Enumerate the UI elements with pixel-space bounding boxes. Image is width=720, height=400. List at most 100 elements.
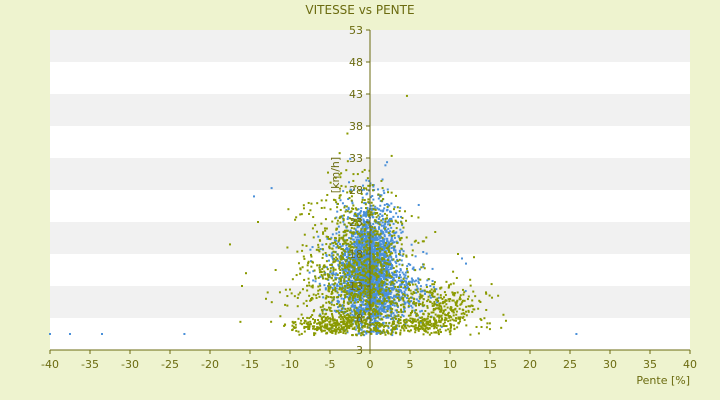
scatter-point: [377, 277, 380, 280]
scatter-point: [413, 280, 416, 283]
scatter-point: [315, 328, 318, 331]
scatter-point: [390, 262, 393, 265]
scatter-point: [387, 326, 390, 329]
scatter-point: [388, 273, 391, 276]
scatter-point: [392, 288, 395, 291]
scatter-point: [351, 273, 354, 276]
scatter-point: [366, 227, 369, 230]
scatter-point: [414, 255, 417, 258]
scatter-point: [357, 308, 360, 311]
scatter-point: [337, 300, 340, 303]
scatter-point: [356, 255, 359, 258]
scatter-point: [361, 235, 364, 238]
scatter-point: [311, 325, 314, 328]
scatter-point: [346, 210, 349, 213]
scatter-point: [274, 268, 277, 271]
scatter-point: [385, 270, 388, 273]
scatter-point: [410, 277, 413, 280]
scatter-point: [356, 250, 359, 253]
scatter-point: [331, 255, 334, 258]
scatter-point: [431, 292, 434, 295]
scatter-point: [310, 202, 313, 205]
scatter-point: [360, 276, 363, 279]
scatter-point: [350, 219, 353, 222]
scatter-point: [343, 282, 346, 285]
scatter-point: [351, 285, 354, 288]
scatter-point: [435, 303, 438, 306]
scatter-point: [396, 320, 399, 323]
scatter-point: [346, 262, 349, 265]
scatter-point: [339, 280, 342, 283]
scatter-point: [370, 316, 373, 319]
scatter-point: [400, 285, 403, 288]
scatter-point: [353, 308, 356, 311]
scatter-point: [381, 324, 384, 327]
scatter-point: [389, 287, 392, 290]
scatter-point: [354, 279, 357, 282]
scatter-point: [358, 299, 361, 302]
scatter-point: [374, 290, 377, 293]
scatter-point: [396, 241, 399, 244]
scatter-point: [389, 292, 392, 295]
scatter-point: [336, 206, 339, 209]
scatter-point: [415, 312, 418, 315]
scatter-point: [449, 297, 452, 300]
scatter-point: [392, 276, 395, 279]
scatter-point: [490, 283, 493, 286]
scatter-point: [459, 294, 462, 297]
scatter-point: [379, 325, 382, 328]
scatter-point: [383, 294, 386, 297]
scatter-point: [390, 318, 393, 321]
scatter-point: [363, 299, 366, 302]
scatter-point: [310, 299, 313, 302]
scatter-point: [371, 262, 374, 265]
scatter-point: [385, 247, 388, 250]
scatter-point: [452, 311, 455, 314]
scatter-point: [395, 227, 398, 230]
scatter-point: [424, 324, 427, 327]
scatter-point: [426, 331, 429, 334]
scatter-point: [406, 270, 409, 273]
scatter-point: [424, 330, 427, 333]
scatter-point: [372, 294, 375, 297]
scatter-point: [359, 309, 362, 312]
scatter-point: [367, 201, 370, 204]
scatter-point: [423, 304, 426, 307]
scatter-point: [321, 248, 324, 251]
scatter-point: [326, 323, 329, 326]
scatter-point: [427, 295, 430, 298]
scatter-point: [333, 328, 336, 331]
y-tick-label: 13: [349, 280, 363, 293]
scatter-point: [436, 301, 439, 304]
scatter-point: [378, 270, 381, 273]
scatter-point: [399, 251, 402, 254]
scatter-point: [371, 271, 374, 274]
scatter-point: [368, 302, 371, 305]
scatter-point: [341, 262, 344, 265]
scatter-point: [370, 332, 373, 335]
scatter-point: [343, 240, 346, 243]
scatter-point: [362, 218, 365, 221]
scatter-point: [384, 314, 387, 317]
scatter-point: [479, 317, 482, 320]
scatter-point: [449, 326, 452, 329]
scatter-point: [370, 244, 373, 247]
scatter-point: [403, 319, 406, 322]
scatter-point: [435, 307, 438, 310]
scatter-point: [364, 292, 367, 295]
scatter-point: [348, 272, 351, 275]
scatter-point: [318, 271, 321, 274]
scatter-point: [411, 280, 414, 283]
scatter-point: [383, 212, 386, 215]
scatter-point: [425, 285, 428, 288]
scatter-point: [361, 196, 364, 199]
y-axis-label: [km/h]: [329, 157, 342, 193]
scatter-point: [407, 287, 410, 290]
scatter-point: [366, 206, 369, 209]
scatter-point: [312, 327, 315, 330]
scatter-point: [372, 300, 375, 303]
scatter-point: [433, 331, 436, 334]
scatter-point: [340, 324, 343, 327]
scatter-point: [338, 261, 341, 264]
scatter-point: [320, 318, 323, 321]
